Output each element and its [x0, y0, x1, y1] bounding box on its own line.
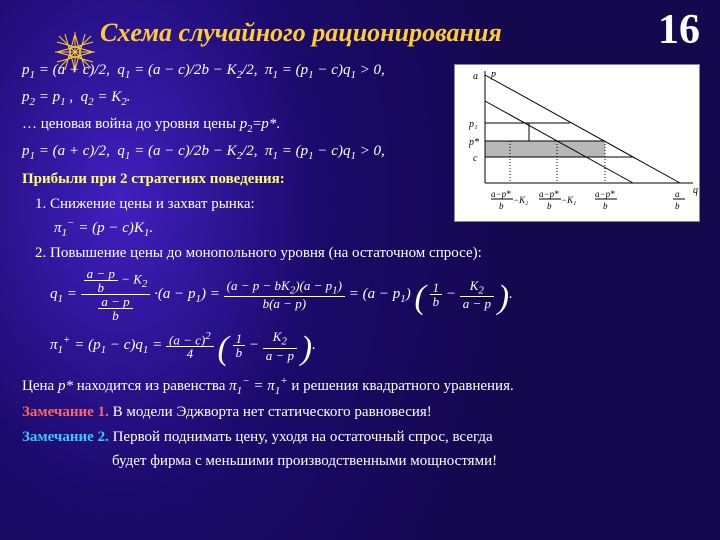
eq-line-3: p1 = (a + c)/2, q1 = (a − c)/2b − K2/2, … [22, 141, 700, 164]
strategies-header: Прибыли при 2 стратегиях поведения: [22, 169, 700, 189]
note-2: Замечание 2. Первой поднимать цену, уход… [22, 427, 700, 447]
strategies-list: Снижение цены и захват рынка: π1− = (p −… [22, 194, 700, 263]
page-number: 16 [658, 6, 700, 54]
pi1-equation: π1+ = (p1 − c)q1 = (a − c)24 ( 1b − K2a … [50, 330, 700, 362]
strategy-2: Повышение цены до монопольного уровня (н… [50, 243, 700, 263]
eq-line-1: p1 = (a + c)/2, q1 = (a − c)/2b − K2/2, … [22, 60, 700, 83]
strategy-1-eq: π1− = (p − c)K1. [54, 216, 700, 241]
eq-line-2: p2 = p1 , q2 = K2. [22, 87, 700, 110]
strategy-1: Снижение цены и захват рынка: π1− = (p −… [50, 194, 700, 241]
footer-line: Цена p* находится из равенства π1− = π1+… [22, 374, 700, 399]
note-2-cont: будет фирма с меньшими производственными… [112, 451, 700, 471]
slide-title: Схема случайного рационирования [100, 18, 502, 48]
price-war-line: … ценовая война до уровня цены p2=p*. [22, 114, 700, 137]
content-body: p1 = (a + c)/2, q1 = (a − c)/2b − K2/2, … [22, 60, 700, 475]
note-1: Замечание 1. В модели Эджворта нет стати… [22, 402, 700, 422]
q1-equation: q1 = a − pb − K2 a − pb ·(a − p1) = (a −… [50, 267, 700, 322]
